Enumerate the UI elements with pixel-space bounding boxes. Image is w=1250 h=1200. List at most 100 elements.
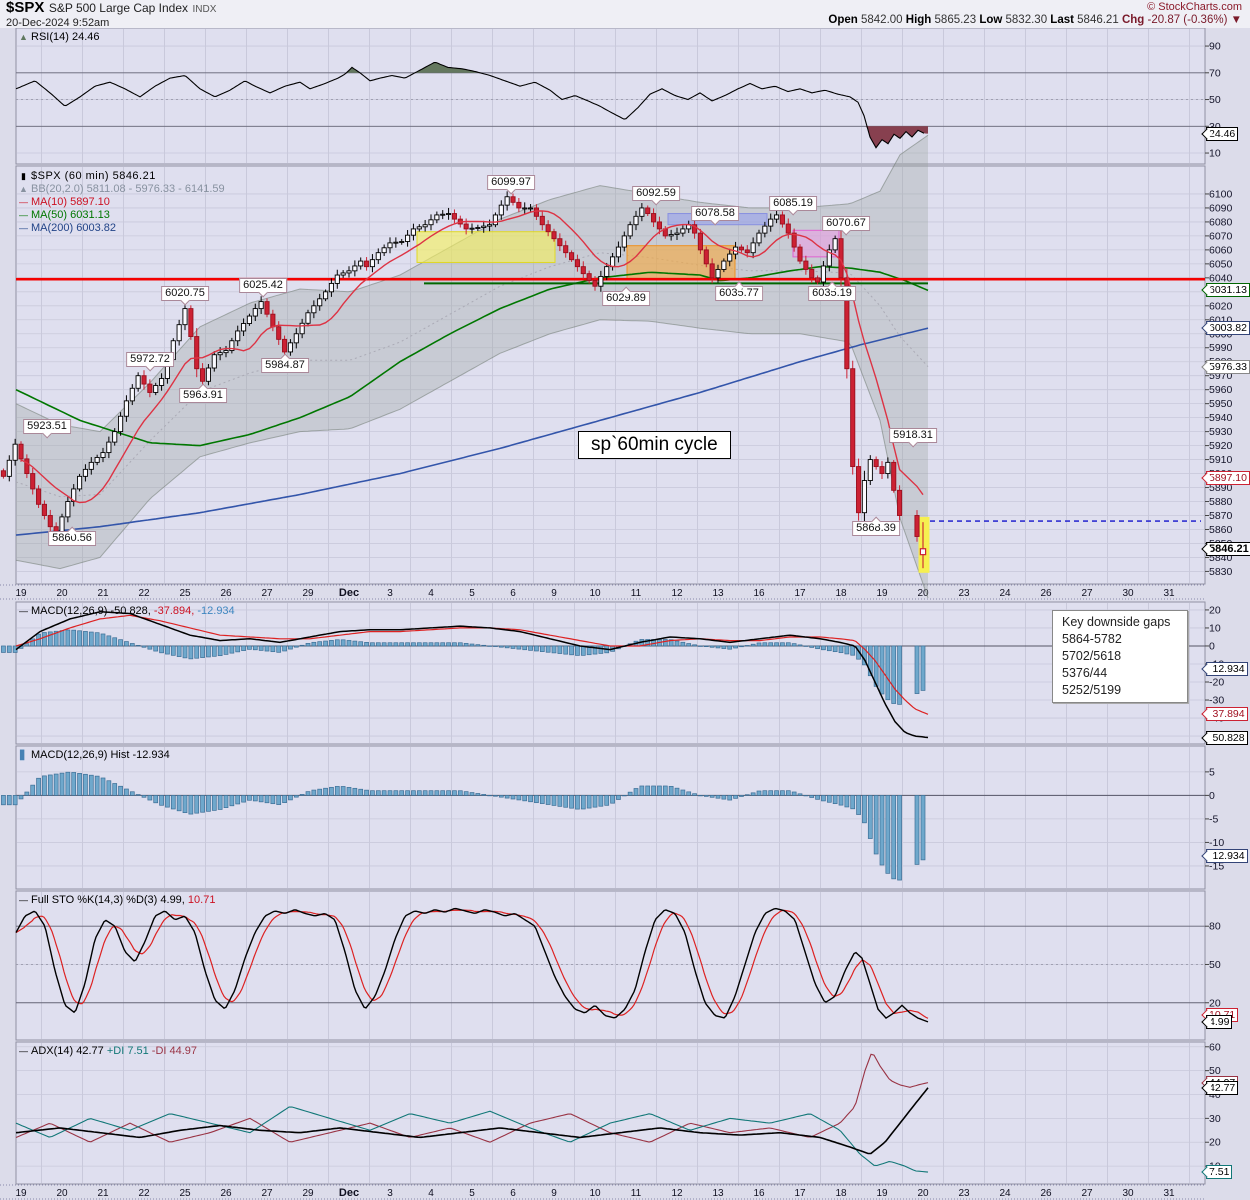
svg-text:26: 26 [1040,1188,1052,1199]
svg-text:26: 26 [220,1188,232,1199]
svg-text:0: 0 [1209,790,1215,802]
price-callout: 6020.75 [161,286,209,306]
price-callout: 5972.72 [126,352,174,372]
macd-legend-label: MACD(12,26,9) [31,605,108,617]
svg-text:0: 0 [1209,640,1215,652]
gap-line: 5702/5618 [1062,649,1122,663]
bb-area-icon: ▲ [19,184,28,194]
svg-text:5890: 5890 [1209,482,1233,494]
svg-text:20: 20 [56,1188,68,1199]
chg-dropdown-arrow[interactable]: ▼ [1230,14,1242,26]
svg-text:6100: 6100 [1209,188,1233,200]
svg-text:10: 10 [1209,622,1221,634]
svg-text:20: 20 [56,588,68,599]
price-callout: 6085.19 [769,196,817,216]
sto-line-icon: — [19,895,28,905]
ma10-line-icon: — [19,197,28,207]
price-callout: 5868.39 [852,516,900,536]
svg-text:13: 13 [712,1188,724,1199]
svg-text:18: 18 [835,588,847,599]
svg-text:5830: 5830 [1209,566,1233,578]
panel-backgrounds: 9070503010610060906080607060606050604060… [15,27,1233,1185]
open-value: 5842.00 [860,14,903,26]
svg-text:16: 16 [753,1188,765,1199]
svg-text:6080: 6080 [1209,216,1233,228]
svg-text:-15: -15 [1209,860,1224,872]
svg-text:50: 50 [1209,1065,1221,1077]
axis-value-tag: 24.46 [1201,126,1239,141]
price-callout: 6078.58 [691,206,739,226]
svg-text:5960: 5960 [1209,384,1233,396]
svg-text:90: 90 [1209,41,1221,53]
svg-text:31: 31 [1163,588,1175,599]
svg-text:19: 19 [15,588,27,599]
svg-text:5880: 5880 [1209,496,1233,508]
svg-text:29: 29 [302,1188,314,1199]
svg-text:Dec: Dec [339,1187,359,1199]
index-name: S&P 500 Large Cap Index [48,1,189,15]
price-legend: ▮ $SPX (60 min) 5846.21 ▲ BB(20,2.0) 5811.… [18,170,225,235]
low-label: Low [979,14,1003,26]
svg-text:10: 10 [1209,148,1221,160]
svg-text:5990: 5990 [1209,342,1233,354]
price-callout: 6029.89 [602,286,650,306]
stockcharts-copyright-link[interactable]: © StockCharts.com [1147,1,1242,13]
ma200-line [15,327,929,536]
svg-text:20: 20 [1209,1137,1221,1149]
price-callout: 5963.91 [179,383,227,403]
svg-text:20: 20 [1209,997,1221,1009]
ma50-line [15,265,929,447]
svg-text:20: 20 [1209,604,1221,616]
svg-text:-20: -20 [1209,677,1224,689]
sto-panel [15,907,929,1023]
svg-text:6: 6 [510,1188,516,1199]
macd-line [15,610,929,739]
key-downside-gaps-box: Key downside gaps 5864-5782 5702/5618 53… [1052,610,1188,703]
svg-text:23: 23 [958,1188,970,1199]
svg-text:10: 10 [589,588,601,599]
svg-text:21: 21 [97,588,109,599]
x-axis-labels: 19 20 21 22 25 26 27 29 Dec 3 4 5 6 9 10 11 12 13 16 17 18 19… [0,584,1205,1200]
ma10-line [20,210,924,504]
axis-value-tag: 7.51 [1201,1165,1233,1179]
svg-text:31: 31 [1163,1188,1175,1199]
svg-text:5940: 5940 [1209,412,1233,424]
price-callout: 6099.97 [487,175,535,195]
svg-text:5860: 5860 [1209,524,1233,536]
svg-text:9: 9 [551,588,557,599]
svg-text:50: 50 [1209,959,1221,971]
sto-k-line [15,907,929,1023]
sto-d-line [15,909,929,1019]
adx-panel [15,1053,929,1173]
exchange-label: INDX [192,4,217,15]
minus-di-value: -DI 44.97 [151,1045,198,1057]
svg-text:70: 70 [1209,67,1221,79]
macd-hist-panel [1,771,926,881]
bb-legend-text: BB(20,2.0) 5811.08 - 5976.33 - 6141.59 [31,183,225,195]
svg-text:60: 60 [1209,1041,1221,1053]
ma50-line-icon: — [19,210,28,220]
last-value: 5846.21 [1077,14,1119,26]
axis-value-tag: 6031.13 [1201,283,1250,298]
price-callout: 6070.67 [822,216,870,236]
svg-text:4: 4 [428,1188,434,1199]
svg-text:25: 25 [179,1188,191,1199]
axis-value-tag: -50.828 [1201,730,1248,745]
price-callout: 5984.87 [261,353,309,373]
svg-text:6020: 6020 [1209,300,1233,312]
svg-text:16: 16 [753,588,765,599]
highlight-zone [416,231,556,263]
open-label: Open [828,14,858,26]
svg-text:12: 12 [671,588,683,599]
svg-text:5: 5 [1209,766,1215,778]
svg-text:5870: 5870 [1209,510,1233,522]
svg-text:27: 27 [1081,588,1093,599]
svg-text:4: 4 [428,588,434,599]
svg-text:17: 17 [794,588,806,599]
macd-hist-value: -12.934 [197,605,235,617]
svg-text:5: 5 [469,588,475,599]
svg-text:Dec: Dec [339,587,359,599]
macd-value: -50.828, [110,605,151,617]
hist-legend-text: MACD(12,26,9) Hist -12.934 [31,749,170,761]
svg-text:80: 80 [1209,921,1221,933]
